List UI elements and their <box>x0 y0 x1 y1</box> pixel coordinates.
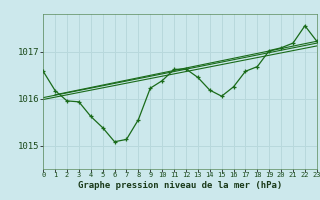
X-axis label: Graphe pression niveau de la mer (hPa): Graphe pression niveau de la mer (hPa) <box>78 181 282 190</box>
